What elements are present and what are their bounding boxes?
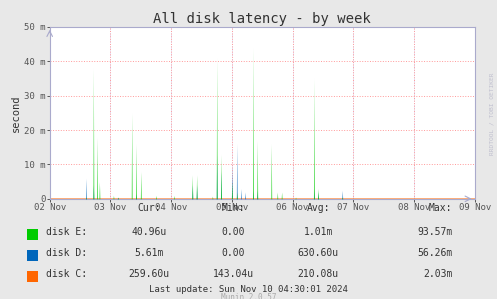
Text: 40.96u: 40.96u <box>132 227 166 237</box>
Text: 56.26m: 56.26m <box>417 248 452 258</box>
Text: Munin 2.0.57: Munin 2.0.57 <box>221 294 276 299</box>
Text: 630.60u: 630.60u <box>298 248 338 258</box>
Text: 0.00: 0.00 <box>222 227 246 237</box>
Text: disk E:: disk E: <box>46 227 87 237</box>
Text: Max:: Max: <box>429 203 452 213</box>
Y-axis label: second: second <box>11 94 21 132</box>
Text: 143.04u: 143.04u <box>213 269 254 279</box>
Text: disk D:: disk D: <box>46 248 87 258</box>
Text: disk C:: disk C: <box>46 269 87 279</box>
Text: 2.03m: 2.03m <box>423 269 452 279</box>
Text: RRDTOOL / TOBI OETIKER: RRDTOOL / TOBI OETIKER <box>490 72 495 155</box>
Text: Min:: Min: <box>222 203 246 213</box>
Text: 1.01m: 1.01m <box>303 227 333 237</box>
Text: 210.08u: 210.08u <box>298 269 338 279</box>
Text: 259.60u: 259.60u <box>129 269 169 279</box>
Title: All disk latency - by week: All disk latency - by week <box>153 12 371 26</box>
Text: 0.00: 0.00 <box>222 248 246 258</box>
Text: 93.57m: 93.57m <box>417 227 452 237</box>
Text: Last update: Sun Nov 10 04:30:01 2024: Last update: Sun Nov 10 04:30:01 2024 <box>149 286 348 295</box>
Text: Cur:: Cur: <box>137 203 161 213</box>
Text: Avg:: Avg: <box>306 203 330 213</box>
Text: 5.61m: 5.61m <box>134 248 164 258</box>
